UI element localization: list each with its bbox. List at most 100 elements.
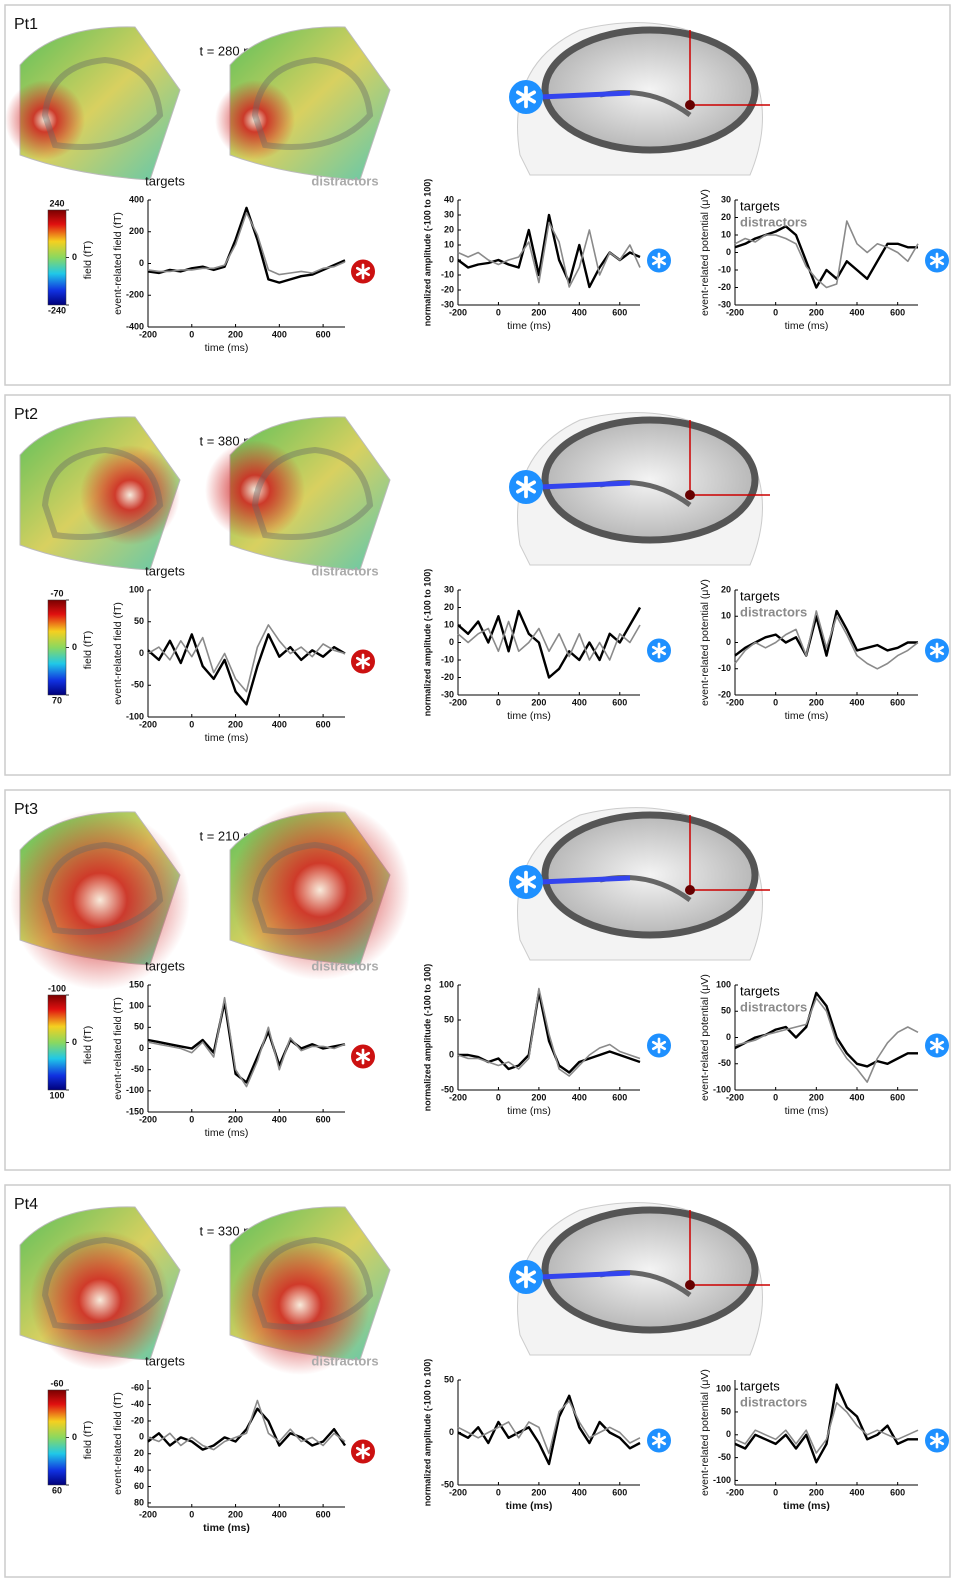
asterisk-stroke xyxy=(651,645,667,656)
x-tick-label: 200 xyxy=(228,1509,243,1519)
legend-entry: distractors xyxy=(740,214,807,229)
x-tick-label: 400 xyxy=(272,329,287,339)
series-line xyxy=(457,987,641,1077)
brain-3d xyxy=(541,416,759,544)
asterisk-stroke xyxy=(355,266,371,277)
x-axis-label: time (ms) xyxy=(785,710,829,722)
y-tick-label: 50 xyxy=(444,1374,454,1384)
asterisk-stroke xyxy=(651,1040,667,1051)
colorbar xyxy=(47,599,67,696)
y-tick-label: 50 xyxy=(134,616,144,626)
series-line xyxy=(457,1394,641,1466)
y-tick-label: 0 xyxy=(139,648,144,658)
panel-border xyxy=(4,789,951,1171)
x-tick-label: -200 xyxy=(726,1092,744,1102)
asterisk-stroke xyxy=(516,1270,536,1284)
y-tick-label: 60 xyxy=(134,1481,144,1491)
y-tick-label: 0 xyxy=(449,637,454,647)
x-tick-label: 200 xyxy=(228,1114,243,1124)
y-tick-label: -100 xyxy=(713,1475,731,1485)
y-tick-label: -20 xyxy=(441,284,454,294)
series-line xyxy=(147,996,346,1088)
y-tick-label: -20 xyxy=(718,282,731,292)
electrode xyxy=(685,885,695,895)
distractors-label: distractors xyxy=(311,563,378,578)
x-tick-label: 400 xyxy=(272,1509,287,1519)
x-tick-label: 0 xyxy=(496,307,501,317)
x-tick-label: -200 xyxy=(139,1114,157,1124)
y-tick-label: -40 xyxy=(131,1399,144,1409)
asterisk-stroke xyxy=(355,1446,371,1457)
y-axis-label: normalized amplitude (-100 to 100) xyxy=(422,1359,432,1507)
pointer xyxy=(539,875,631,885)
x-tick-label: 200 xyxy=(809,307,824,317)
x-tick-label: -200 xyxy=(726,1487,744,1497)
colorbar-tick-label: 0 xyxy=(72,642,77,652)
x-tick-label: 0 xyxy=(773,307,778,317)
colorbar-tick-label: 0 xyxy=(72,252,77,262)
y-tick-label: -400 xyxy=(126,321,144,331)
x-tick-label: 0 xyxy=(496,697,501,707)
y-tick-label: -10 xyxy=(718,663,731,673)
y-axis-label: event-related potential (μV) xyxy=(699,189,711,316)
brain-outline xyxy=(251,56,374,150)
y-tick-label: 0 xyxy=(726,247,731,257)
y-tick-label: 30 xyxy=(444,584,454,594)
x-tick-label: 200 xyxy=(531,1487,546,1497)
y-tick-label: 40 xyxy=(134,1465,144,1475)
y-tick-label: 0 xyxy=(449,1049,454,1059)
field-hotspot xyxy=(80,445,180,545)
y-axis-label: normalized amplitude (-100 to 100) xyxy=(422,569,432,717)
panel-border xyxy=(4,394,951,776)
y-tick-label: 0 xyxy=(449,1427,454,1437)
panel-label: Pt2 xyxy=(14,406,38,423)
series-line xyxy=(457,620,641,661)
targets-label: targets xyxy=(145,1353,185,1368)
y-tick-label: -60 xyxy=(131,1383,144,1393)
pointer xyxy=(539,90,631,100)
colorbar-tick-label: 0 xyxy=(72,1432,77,1442)
colorbar-tick-label: -60 xyxy=(50,1378,63,1388)
colorbar-tick-label: 70 xyxy=(52,695,62,705)
x-tick-label: 600 xyxy=(890,1487,905,1497)
series-line xyxy=(147,206,346,284)
x-axis-label: time (ms) xyxy=(205,732,249,744)
y-tick-label: -10 xyxy=(441,654,454,664)
x-axis-label: time (ms) xyxy=(205,342,249,354)
y-axis-label: event-related field (fT) xyxy=(112,212,124,315)
legend-entry: distractors xyxy=(740,999,807,1014)
y-tick-label: 50 xyxy=(721,1406,731,1416)
y-tick-label: 100 xyxy=(129,1001,144,1011)
x-tick-label: 400 xyxy=(272,1114,287,1124)
x-axis-label: time (ms) xyxy=(205,1127,249,1139)
field-hotspot xyxy=(230,1235,370,1375)
distractors-label: distractors xyxy=(311,1353,378,1368)
x-tick-label: 400 xyxy=(572,307,587,317)
x-tick-label: 400 xyxy=(849,1092,864,1102)
y-tick-label: 0 xyxy=(726,1032,731,1042)
asterisk-stroke xyxy=(929,255,945,266)
y-tick-label: 20 xyxy=(721,212,731,222)
x-tick-label: 200 xyxy=(809,1092,824,1102)
asterisk-stroke xyxy=(651,1435,667,1446)
field-hotspot xyxy=(5,80,85,160)
brain-outline xyxy=(251,841,374,935)
x-tick-label: -200 xyxy=(139,719,157,729)
series-line xyxy=(147,211,346,276)
y-tick-label: 20 xyxy=(721,584,731,594)
x-axis-label: time (ms) xyxy=(203,1522,250,1534)
y-tick-label: -200 xyxy=(126,290,144,300)
x-tick-label: 0 xyxy=(496,1487,501,1497)
x-axis-label: time (ms) xyxy=(507,710,551,722)
y-tick-label: 10 xyxy=(721,229,731,239)
y-tick-label: 50 xyxy=(134,1022,144,1032)
x-tick-label: -200 xyxy=(449,1092,467,1102)
brain-3d xyxy=(541,1206,759,1334)
y-tick-label: 80 xyxy=(134,1497,144,1507)
x-axis-label: time (ms) xyxy=(507,1105,551,1117)
x-tick-label: -200 xyxy=(726,307,744,317)
x-axis-label: time (ms) xyxy=(507,320,551,332)
y-tick-label: -20 xyxy=(131,1415,144,1425)
